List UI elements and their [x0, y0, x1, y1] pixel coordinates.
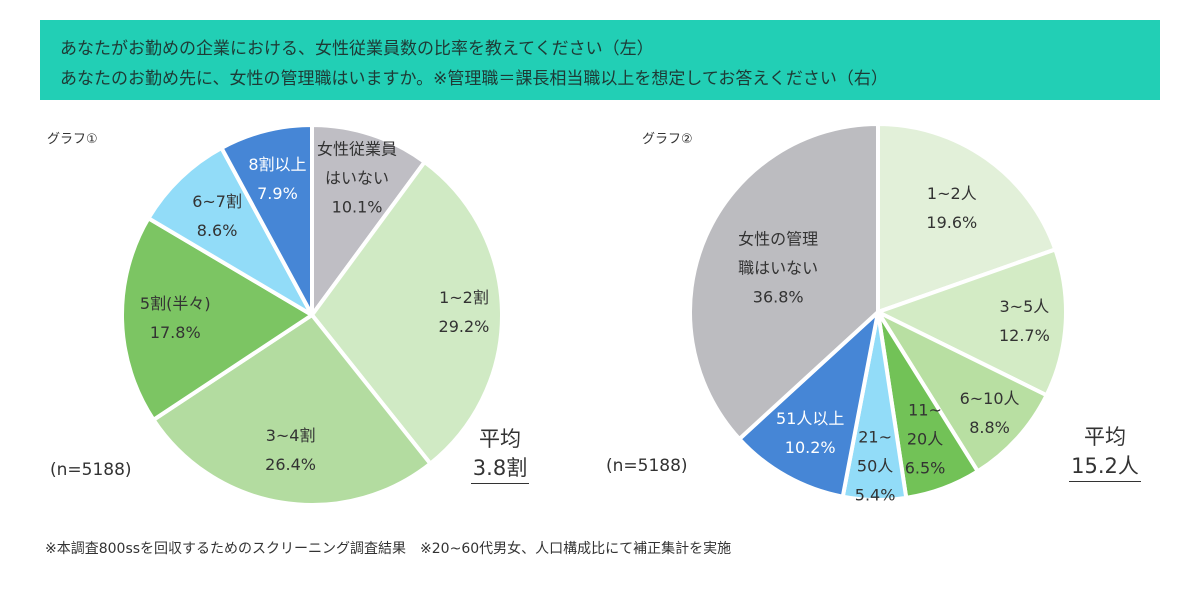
slice-label: 11~ 20人 6.5% — [905, 395, 946, 482]
slice-label: 6~7割 8.6% — [192, 187, 242, 245]
slice-value: 5.4% — [854, 485, 896, 505]
pie-slice — [310, 159, 504, 466]
slice-label: 51人以上 10.2% — [776, 404, 844, 462]
footnote: ※本調査800ssを回収するためのスクリーニング調査結果 ※20~60代男女、人… — [45, 541, 732, 557]
slice-label: 8割以上 7.9% — [248, 150, 306, 208]
slice-category: 6~10人 — [959, 388, 1020, 408]
average-value: 3.8割 — [470, 454, 530, 484]
chart1-average: 平均 3.8割 — [455, 425, 545, 484]
chart2-title: グラフ② — [642, 132, 693, 147]
average-label: 平均 — [479, 427, 521, 451]
slice-label: 女性従業員 はいない 10.1% — [317, 134, 397, 221]
chart2-n: (n=5188) — [606, 456, 688, 476]
slice-category: 51人以上 — [776, 409, 845, 429]
slice-category: 6~7割 — [192, 192, 242, 212]
slice-label: 3~5人 12.7% — [999, 292, 1050, 350]
slice-category: 1~2人 — [926, 183, 977, 203]
slice-label: 女性の管理 職はいない 36.8% — [738, 225, 818, 312]
slice-category: 3~5人 — [999, 296, 1050, 316]
question-right: あなたのお勤め先に、女性の管理職はいますか。※管理職＝課長相当職以上を想定してお… — [60, 69, 888, 89]
slice-value: 6.5% — [904, 458, 946, 478]
pie-slice — [219, 123, 314, 317]
chart2-average: 平均 15.2人 — [1055, 423, 1155, 482]
pie-slice — [120, 216, 314, 422]
slice-label: 6~10人 8.8% — [960, 384, 1020, 442]
slice-label: 21~ 50人 5.4% — [855, 423, 896, 510]
slice-label: 3~4割 26.4% — [265, 421, 316, 479]
slice-value: 8.6% — [196, 221, 238, 241]
slice-category: 5割(半々) — [139, 294, 211, 314]
slice-value: 8.8% — [969, 417, 1010, 437]
slice-category: 女性の管理 職はいない — [738, 229, 819, 278]
slice-category: 11~ 20人 — [906, 400, 944, 449]
slice-value: 36.8% — [752, 287, 804, 307]
pie-slice — [876, 247, 1068, 398]
pie-slice — [688, 122, 880, 441]
slice-value: 19.6% — [926, 212, 978, 232]
slice-value: 26.4% — [265, 455, 317, 475]
pie-slice — [737, 310, 880, 499]
pie-slice — [310, 123, 427, 317]
question-header: あなたがお勤めの企業における、女性従業員数の比率を教えてください（左） あなたの… — [40, 20, 1160, 100]
chart1-title: グラフ① — [47, 132, 98, 147]
average-value: 15.2人 — [1069, 452, 1141, 482]
slice-category: 21~ 50人 — [856, 427, 894, 476]
question-left: あなたがお勤めの企業における、女性従業員数の比率を教えてください（左） — [60, 39, 654, 59]
chart1-n: (n=5188) — [50, 460, 132, 480]
slice-category: 1~2割 — [439, 288, 489, 308]
slice-label: 1~2割 29.2% — [439, 283, 490, 341]
slice-category: 8割以上 — [248, 154, 307, 174]
pie-slice — [151, 313, 433, 507]
slice-category: 3~4割 — [265, 426, 316, 446]
slice-category: 女性従業員 はいない — [317, 139, 398, 188]
slice-value: 29.2% — [438, 317, 490, 337]
average-label: 平均 — [1084, 425, 1126, 449]
slice-label: 1~2人 19.6% — [926, 179, 977, 237]
slice-value: 10.1% — [331, 197, 383, 217]
pie-slice — [876, 310, 1049, 474]
slice-value: 10.2% — [784, 438, 836, 458]
slice-value: 12.7% — [998, 325, 1050, 345]
slice-value: 17.8% — [149, 323, 201, 343]
slice-value: 7.9% — [257, 183, 298, 203]
slice-label: 5割(半々) 17.8% — [140, 289, 211, 347]
